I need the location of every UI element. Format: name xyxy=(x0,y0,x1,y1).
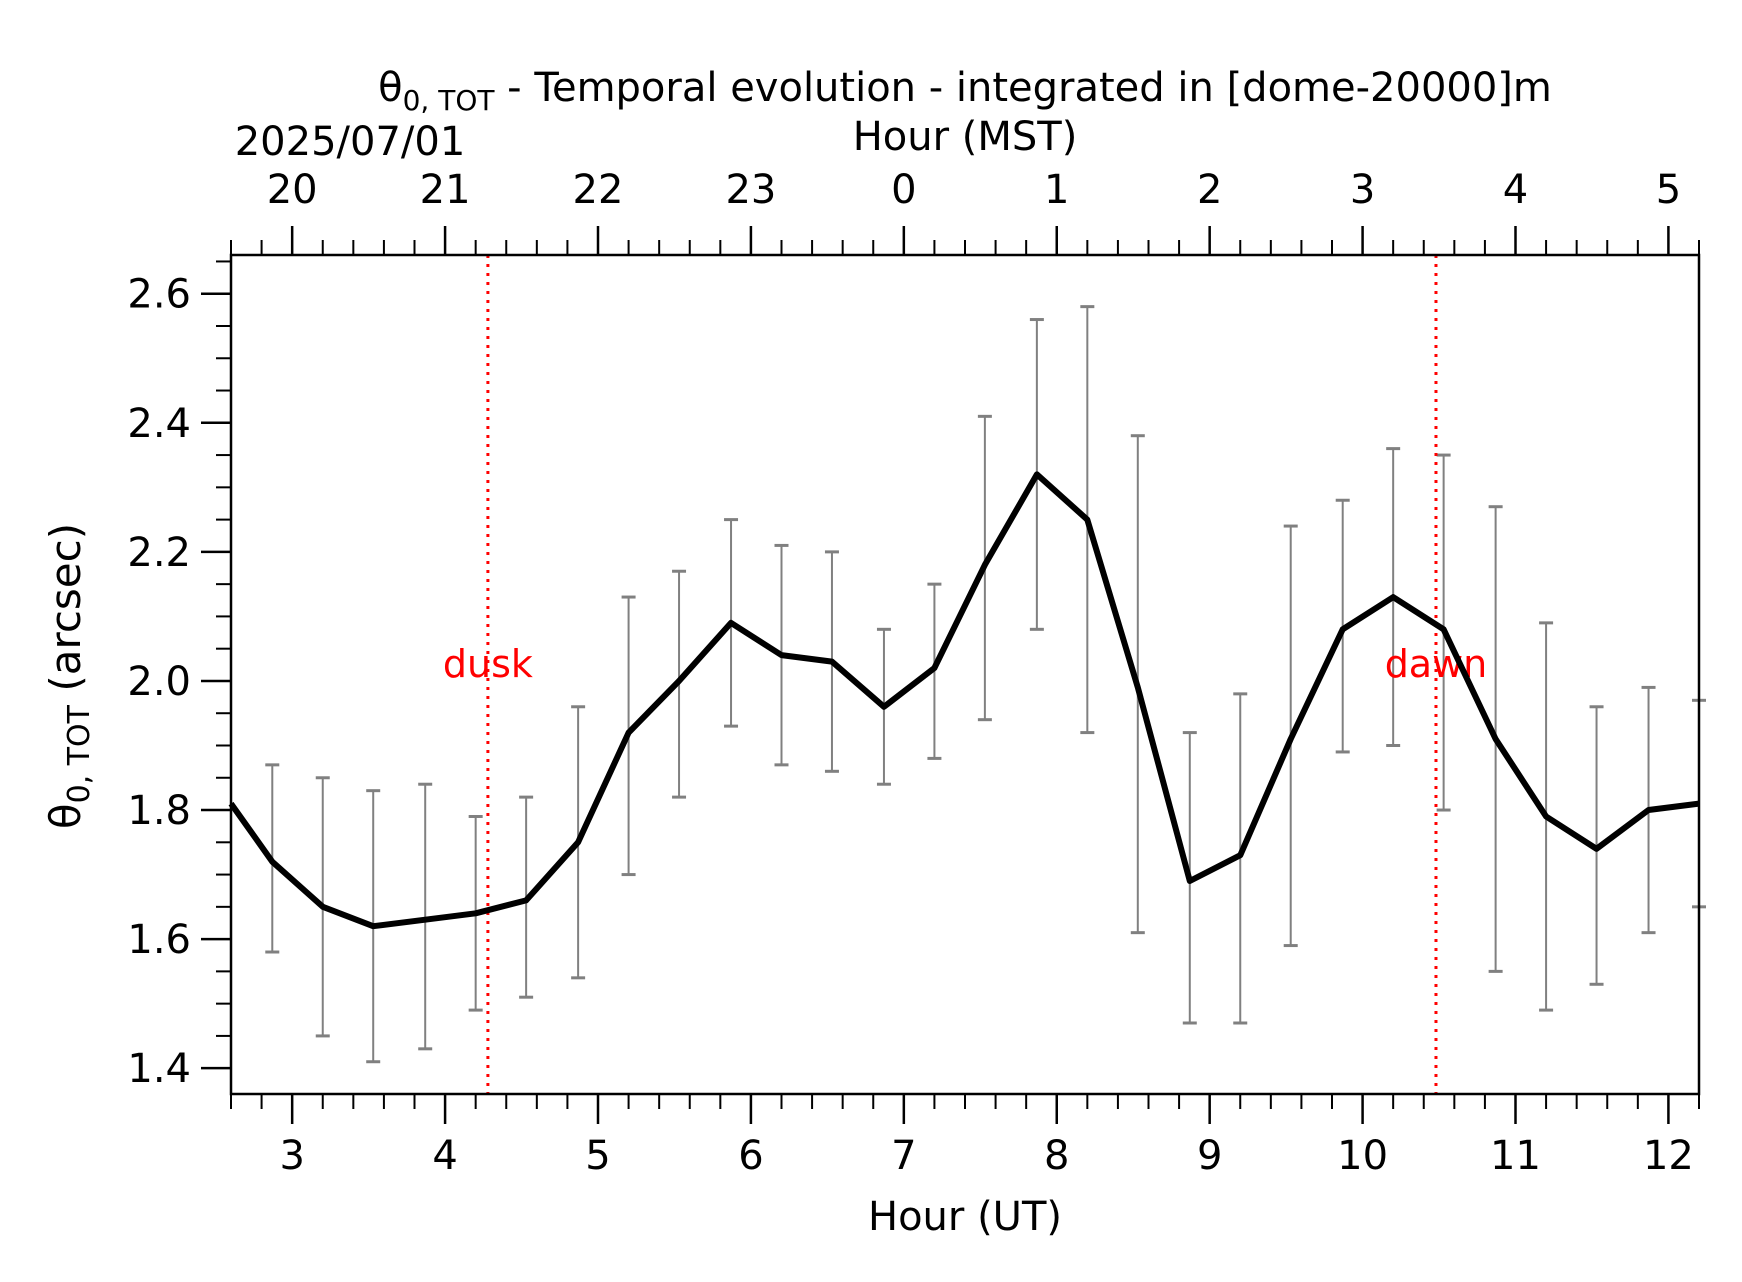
y-axis-label-rest: (arcsec) xyxy=(41,523,90,705)
x-tick-label: 6 xyxy=(738,1133,763,1179)
axes: 3 20 4 21 5 22 6 23 7 0 8 1 9 2 10 3 11 4 12 5 1.4 1.6 1.8 2.0 2… xyxy=(127,167,1701,1179)
x2-tick-label: 1 xyxy=(1044,167,1069,213)
y-tick-label: 2.4 xyxy=(127,401,191,447)
x-tick-label: 3 xyxy=(279,1133,304,1179)
x-tick-label: 10 xyxy=(1337,1133,1388,1179)
dusk-label: dusk xyxy=(443,642,533,686)
x2-tick-label: 23 xyxy=(725,167,776,213)
x2-tick-label: 0 xyxy=(891,167,916,213)
x2-axis-label: Hour (MST) xyxy=(853,114,1078,160)
x-tick-label: 7 xyxy=(891,1133,916,1179)
x-axis-label: Hour (UT) xyxy=(868,1194,1062,1240)
x-tick-label: 8 xyxy=(1044,1133,1069,1179)
y-axis-label: θ0, TOT (arcsec) xyxy=(41,523,97,829)
x-tick-label: 4 xyxy=(432,1133,457,1179)
dawn-label: dawn xyxy=(1385,642,1488,686)
chart-title-symbol: θ xyxy=(378,65,402,111)
y-tick-label: 1.8 xyxy=(127,788,191,834)
x2-tick-label: 21 xyxy=(420,167,471,213)
plot-area: dusk dawn xyxy=(228,255,1706,1094)
x-tick-label: 9 xyxy=(1197,1133,1222,1179)
x2-tick-label: 20 xyxy=(267,167,318,213)
chart-title-rest: - Temporal evolution - integrated in [do… xyxy=(494,65,1551,111)
x2-tick-label: 4 xyxy=(1503,167,1528,213)
y-tick-label: 2.6 xyxy=(127,272,191,318)
y-axis-label-symbol: θ xyxy=(41,803,90,829)
y-tick-label: 1.4 xyxy=(127,1046,191,1092)
x2-tick-label: 22 xyxy=(573,167,624,213)
x-tick-label: 11 xyxy=(1490,1133,1541,1179)
chart-title: θ0, TOT - Temporal evolution - integrate… xyxy=(378,65,1552,117)
x2-tick-label: 3 xyxy=(1350,167,1375,213)
y-tick-label: 2.0 xyxy=(127,659,191,705)
x-tick-label: 12 xyxy=(1643,1133,1694,1179)
x2-tick-label: 5 xyxy=(1656,167,1681,213)
chart-title-subscript: 0, TOT xyxy=(403,84,496,117)
x-tick-label: 5 xyxy=(585,1133,610,1179)
y-tick-label: 2.2 xyxy=(127,530,191,576)
x2-tick-label: 2 xyxy=(1197,167,1222,213)
series-line xyxy=(228,471,1700,930)
labels: θ0, TOT - Temporal evolution - integrate… xyxy=(41,65,1552,1240)
y-axis-label-subscript: 0, TOT xyxy=(62,704,97,803)
y-tick-label: 1.6 xyxy=(127,917,191,963)
date-label: 2025/07/01 xyxy=(235,119,466,165)
